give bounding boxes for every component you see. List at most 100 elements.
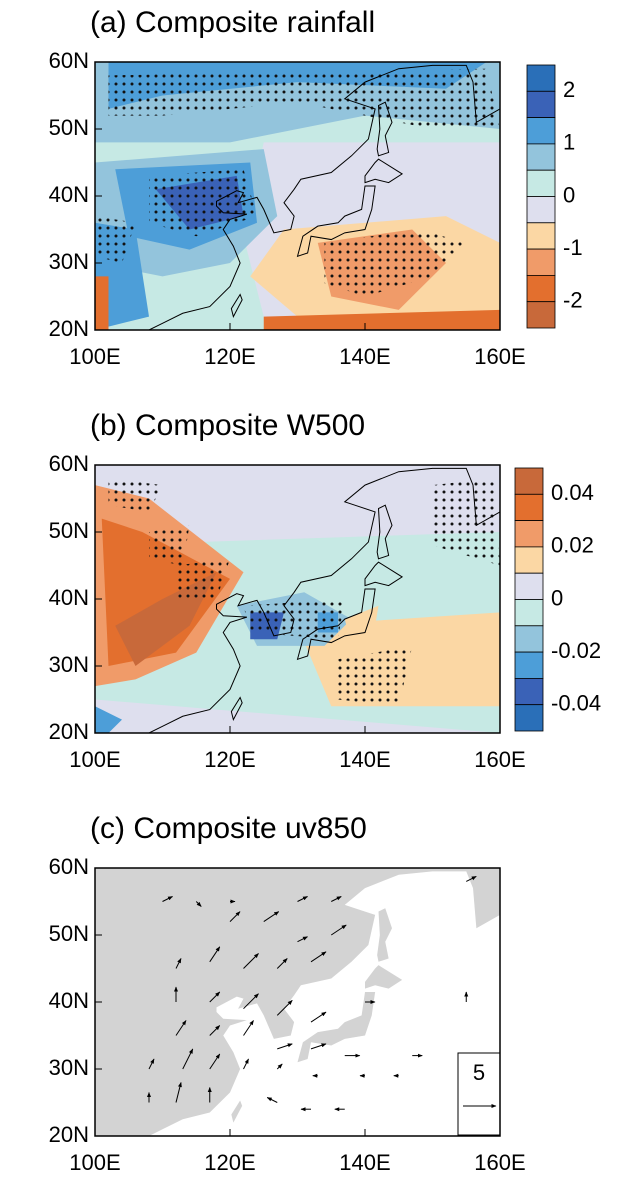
coastline [296, 588, 376, 661]
significance-stipple [149, 525, 190, 566]
land [365, 965, 403, 989]
coastline [376, 504, 393, 560]
y-tick-label: 60N [49, 854, 89, 879]
wind-vector [148, 1058, 155, 1070]
wind-vector [310, 1043, 327, 1050]
panel-title: (a) Composite rainfall [90, 6, 375, 39]
map-panel: 5 (c) Composite uv850 100E 120E 140E 160E 60N 5… [49, 812, 526, 1175]
y-tick-label: 40N [49, 585, 89, 610]
reference-label: 5 [473, 1060, 485, 1085]
wind-vector [182, 1048, 194, 1070]
colorbar-label: 0.04 [551, 480, 594, 505]
wind-vector [175, 1082, 182, 1103]
x-tick-label: 160E [474, 1150, 525, 1175]
x-tick-label: 120E [204, 747, 255, 772]
wind-vector [243, 1020, 254, 1036]
colorbar-box [526, 274, 556, 303]
coastline [230, 293, 243, 318]
colorbar-label: -1 [563, 235, 583, 260]
x-tick-label: 140E [339, 344, 390, 369]
reference-box [457, 1052, 501, 1136]
significance-stipple [338, 645, 413, 707]
significance-stipple [108, 68, 500, 129]
x-tick-label: 140E [339, 747, 390, 772]
land [95, 868, 500, 1136]
colorbar-label: 0 [563, 182, 575, 207]
colorbar-box [514, 651, 544, 679]
colorbar-label: -0.04 [551, 691, 601, 716]
wind-vector [276, 958, 288, 969]
wind-vector [277, 1043, 293, 1050]
significance-stipple [432, 478, 500, 566]
x-tick-label: 100E [69, 747, 120, 772]
wind-vector [175, 958, 182, 969]
coastline [376, 101, 393, 157]
wind-vector [209, 1053, 221, 1070]
coastline [364, 158, 404, 184]
y-tick-label: 40N [49, 988, 89, 1013]
wind-vector [175, 1020, 187, 1036]
colorbar-box [514, 572, 544, 600]
significance-stipple [95, 216, 136, 263]
y-tick-label: 60N [49, 451, 89, 476]
map-panel: (a) Composite rainfall 100E 120E 140E 160E 60… [49, 6, 583, 369]
y-tick-label: 30N [49, 1055, 89, 1080]
coastline [148, 467, 500, 733]
x-tick-label: 100E [69, 1150, 120, 1175]
wind-vector [209, 991, 221, 1003]
colorbar-box [514, 493, 544, 521]
colorbar-box [526, 169, 556, 197]
colorbar-box [514, 599, 544, 627]
y-tick-label: 50N [49, 921, 89, 946]
x-tick-label: 160E [474, 344, 525, 369]
wind-vector [243, 1058, 249, 1070]
y-tick-label: 20N [49, 719, 89, 744]
y-tick-label: 30N [49, 652, 89, 677]
map-panel: (b) Composite W500 100E 120E 140E 160E 60N 50N… [49, 409, 602, 772]
significance-stipple [324, 229, 467, 297]
map-content [95, 465, 500, 733]
panel-title: (c) Composite uv850 [90, 812, 367, 845]
contour-fill [263, 309, 500, 330]
y-tick-label: 30N [49, 249, 89, 274]
colorbar-label: 1 [563, 130, 575, 155]
x-tick-label: 160E [474, 747, 525, 772]
x-tick-label: 140E [339, 1150, 390, 1175]
significance-stipple [176, 558, 230, 599]
wind-vector [276, 1063, 283, 1070]
wind-vector [276, 1000, 293, 1016]
y-tick-label: 20N [49, 1122, 89, 1147]
wind-vector [330, 924, 347, 936]
land [297, 991, 376, 1063]
x-tick-label: 100E [69, 344, 120, 369]
colorbar-box [526, 143, 556, 171]
x-tick-label: 120E [204, 344, 255, 369]
wind-vector [466, 875, 477, 882]
y-tick-label: 50N [49, 518, 89, 543]
colorbar-box [514, 467, 544, 495]
land [231, 1100, 243, 1123]
wind-vector [209, 1025, 221, 1036]
y-tick-label: 50N [49, 115, 89, 140]
coastline [148, 64, 500, 330]
contour-fill [95, 276, 109, 330]
colorbar-box [526, 301, 556, 329]
coastline [230, 696, 243, 721]
colorbar-label: 0.02 [551, 533, 594, 558]
wind-vector [209, 946, 221, 963]
contour-fill [95, 706, 122, 733]
coastline [296, 185, 376, 258]
colorbar-box [526, 64, 556, 92]
wind-vector [331, 896, 342, 902]
wind-vector [297, 896, 308, 902]
colorbar-label: 2 [563, 77, 575, 102]
land [377, 908, 392, 962]
wind-vector [297, 936, 308, 943]
coastline [364, 561, 404, 587]
y-tick-label: 60N [49, 48, 89, 73]
colorbar-box [514, 704, 544, 732]
x-tick-label: 120E [204, 1150, 255, 1175]
panel-title: (b) Composite W500 [90, 409, 365, 442]
